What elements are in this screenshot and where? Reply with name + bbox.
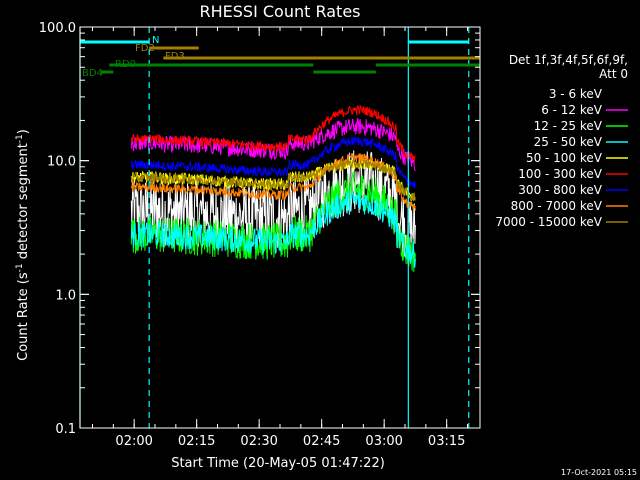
legend-label: 300 - 800 keV (518, 183, 602, 197)
series-line (130, 136, 416, 189)
legend-label: 50 - 100 keV (526, 151, 603, 165)
legend-label: 7000 - 15000 keV (495, 215, 602, 229)
series-line (130, 171, 416, 272)
series-line (130, 104, 416, 162)
footer-timestamp: 17-Oct-2021 05:15 (561, 468, 637, 477)
x-tick-label: 02:45 (303, 434, 340, 449)
y-tick-label: 1.0 (55, 288, 76, 303)
x-tick-label: 03:00 (365, 434, 402, 449)
legend-label: 12 - 25 keV (534, 119, 603, 133)
x-axis: 02:00 02:15 02:30 02:45 03:00 03:15 (92, 27, 468, 449)
x-tick-label: 02:15 (178, 434, 215, 449)
flag-label: FD2 (135, 43, 155, 54)
y-tick-label: 100.0 (39, 21, 76, 36)
series-line (130, 157, 416, 201)
legend: Det 1f,3f,4f,5f,6f,9f, Att 0 3 - 6 keV 6 … (495, 53, 628, 229)
y-label-sup1: -1 (15, 263, 25, 272)
series-line (130, 117, 416, 172)
y-label-post: ) (16, 129, 31, 134)
y-tick-label: 0.1 (55, 422, 76, 437)
series-traces (130, 104, 416, 272)
legend-header-2: Att 0 (599, 67, 628, 81)
legend-label: 100 - 300 keV (518, 167, 602, 181)
legend-header-1: Det 1f,3f,4f,5f,6f,9f, (509, 53, 628, 67)
series-line (130, 152, 416, 211)
x-tick-label: 02:30 (240, 434, 277, 449)
legend-label: 3 - 6 keV (549, 87, 603, 101)
y-tick-label: 10.0 (47, 155, 76, 170)
flag-label: N (152, 35, 159, 46)
y-label-sup2: -1 (15, 134, 25, 143)
x-tick-label: 03:15 (428, 434, 465, 449)
legend-label: 25 - 50 keV (534, 135, 603, 149)
y-label-mid: detector segment (16, 143, 31, 263)
flag-label: RD0 (115, 59, 136, 70)
y-label-pre: Count Rate (s (16, 272, 31, 361)
y-axis: 0.1 1.0 10.0 100.0 (39, 21, 480, 437)
chart-title: RHESSI Count Rates (200, 2, 361, 21)
x-axis-label: Start Time (20-May-05 01:47:22) (171, 456, 385, 471)
legend-label: 6 - 12 keV (541, 103, 603, 117)
legend-label: 800 - 7000 keV (511, 199, 603, 213)
y-axis-label: Count Rate (s-1 detector segment-1) (15, 129, 31, 361)
series-line (130, 189, 416, 269)
flag-label: BD4 (82, 68, 103, 79)
flag-label: FD3 (165, 51, 185, 62)
x-tick-label: 02:00 (115, 434, 152, 449)
